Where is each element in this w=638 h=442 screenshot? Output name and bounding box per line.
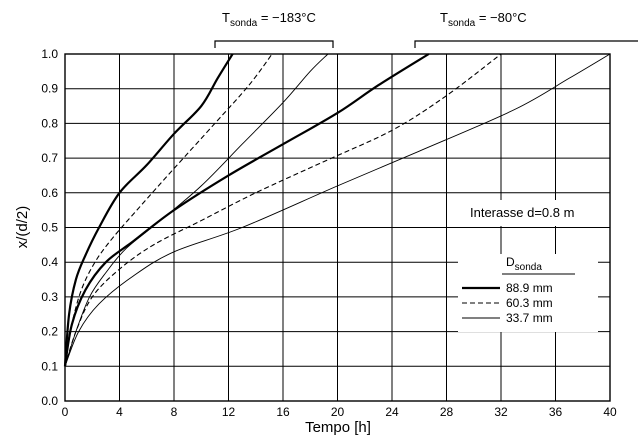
group-bracket-80 [414,40,638,48]
group-bracket-183 [214,40,334,48]
y-tick-label: 0.4 [41,255,58,269]
legend-title: Dsonda [506,255,542,273]
x-tick-label: 32 [494,405,508,419]
series-group [63,53,611,367]
group-label-80: Tsonda = −80°C [440,10,527,29]
series-line-m183-thin [64,53,329,367]
x-tick-label: 8 [171,405,178,419]
x-tick-label: 36 [549,405,563,419]
x-tick-label: 16 [276,405,290,419]
y-tick-label: 0.3 [41,290,58,304]
x-tick-label: 24 [385,405,399,419]
group-label-183: Tsonda = −183°C [222,10,316,29]
series-line-m183-dashed [64,53,273,367]
y-tick-label: 1.0 [41,47,58,61]
x-tick-label: 40 [603,405,617,419]
y-tick-label: 0.2 [41,325,58,339]
legend-entry-88: 88.9 mm [506,281,553,295]
series-line-m183-thick [63,53,234,367]
grid [65,54,610,401]
tick-labels: 0 4 8 12 16 20 24 28 32 36 40 0.0 0.1 0.2 0.3 0.4 0.5 0.6… [41,47,617,419]
y-axis-title: x/(d/2) [14,206,31,249]
legend: Dsonda 88.9 mm 60.3 mm 33.7 mm [458,254,598,332]
x-tick-label: 4 [116,405,123,419]
x-tick-label: 12 [222,405,236,419]
x-tick-label: 20 [331,405,345,419]
y-tick-label: 0.9 [41,82,58,96]
interasse-label: Interasse d=0.8 m [470,205,574,220]
series-line-m80-dashed [64,53,502,367]
legend-entry-33: 33.7 mm [506,311,553,325]
x-tick-label: 28 [440,405,454,419]
series-line-m80-thin [64,53,611,367]
series-line-m80-thick [63,53,430,367]
legend-entry-60: 60.3 mm [506,296,553,310]
y-tick-label: 0.6 [41,186,58,200]
y-tick-label: 0.8 [41,116,58,130]
y-tick-label: 0.1 [41,359,58,373]
y-tick-label: 0.0 [41,394,58,408]
y-tick-label: 0.7 [41,151,58,165]
x-axis-title: Tempo [h] [305,419,371,436]
x-tick-label: 0 [62,405,69,419]
y-tick-label: 0.5 [41,221,58,235]
